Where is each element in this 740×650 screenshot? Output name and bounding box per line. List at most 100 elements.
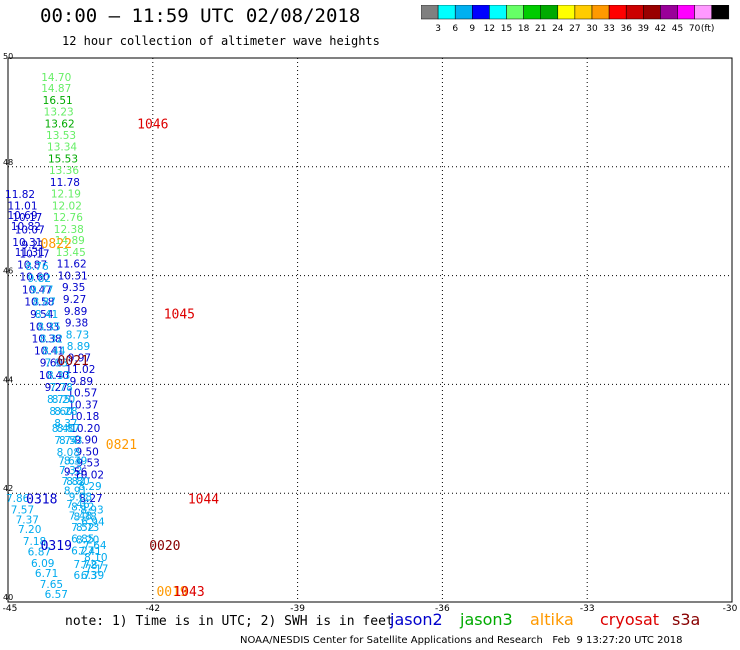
swh-value-label: 10.17: [20, 248, 50, 260]
swh-value-label: 10.20: [70, 423, 100, 435]
swh-value-label: 8.75: [47, 394, 70, 406]
legend-swatch: [711, 5, 730, 20]
legend-label: 36: [620, 24, 632, 34]
swh-value-label: 8.20: [52, 394, 75, 406]
pass-time-label: 0020: [149, 539, 180, 554]
swh-value-label: 8.20: [76, 534, 99, 546]
swh-value-label: 6.85: [71, 533, 94, 545]
legend-swatch: [506, 5, 524, 20]
legend-label: 15: [501, 24, 512, 34]
pass-time-label: 1046: [137, 117, 168, 132]
swh-value-label: 7.52: [71, 522, 94, 534]
swh-value-label: 10.18: [69, 411, 99, 423]
legend-swatch: [540, 5, 559, 20]
swh-value-label: 9.89: [70, 376, 93, 388]
x-tick-label: -36: [435, 604, 450, 614]
swh-value-label: 9.97: [68, 353, 91, 365]
chart-subtitle: 12 hour collection of altimeter wave hei…: [62, 34, 380, 48]
legend-label: 33: [603, 24, 614, 34]
plot-frame: [7, 57, 733, 603]
swh-value-label: 7.78: [49, 382, 72, 394]
satellite-jason3: jason3: [460, 610, 513, 629]
legend-label: 12: [484, 24, 495, 34]
swh-value-label: 8.27: [79, 493, 102, 505]
swh-value-label: 13.45: [56, 247, 86, 259]
legend-swatch: [472, 5, 490, 20]
legend-label: 21: [535, 24, 546, 34]
swh-value-label: 10.60: [20, 272, 50, 284]
satellite-jason2: jason2: [390, 610, 443, 629]
swh-value-label: 8.41: [35, 309, 58, 321]
swh-value-label: 7.18: [23, 536, 46, 548]
satellite-s3a: s3a: [672, 610, 701, 629]
swh-value-label: 9.53: [76, 458, 99, 470]
y-tick-label: 44: [3, 375, 13, 384]
swh-value-label: 14.89: [55, 235, 85, 247]
swh-value-label: 6.57: [45, 589, 68, 601]
legend-swatch: [625, 5, 644, 20]
swh-value-label: 10.93: [29, 322, 59, 334]
legend-swatch: [608, 5, 627, 20]
swh-value-label: 7.20: [18, 524, 41, 536]
swh-value-label: 10.31: [12, 237, 42, 249]
y-tick-label: 50: [3, 52, 13, 61]
x-tick-label: -39: [290, 604, 305, 614]
legend-swatch: [677, 5, 695, 20]
legend-swatch: [574, 5, 593, 20]
swh-value-label: 11.31: [15, 247, 45, 259]
x-tick-label: -45: [3, 604, 18, 614]
swh-value-label: 6.39: [81, 570, 104, 582]
swh-value-label: 9.21: [21, 240, 44, 252]
swh-value-label: 8.93: [80, 505, 103, 517]
axis-ticks: -45 -42 -39 -36 -33 -30 50 48 46 44 42 40: [3, 52, 738, 614]
y-tick-label: 46: [3, 267, 13, 276]
swh-value-label: 9.27: [45, 382, 68, 394]
swh-value-label: 13.53: [46, 130, 76, 142]
swh-value-label: 10.31: [58, 271, 88, 283]
satellite-altika: altika: [530, 610, 574, 629]
swh-value-label: 13.36: [49, 165, 79, 177]
legend-label: 42: [655, 24, 666, 34]
swh-value-label: 7.17: [85, 563, 108, 575]
swh-value-label: 8.87: [57, 423, 80, 435]
swh-value-label: 9.54: [30, 309, 54, 321]
pass-time-label: 1045: [164, 308, 195, 323]
swh-value-label: 6.71: [35, 568, 58, 580]
swh-value-label: 6.94: [81, 516, 105, 528]
satellite-cryosat: cryosat: [600, 610, 660, 629]
swh-value-label: 10.57: [67, 388, 97, 400]
swh-value-label: 8.73: [76, 522, 99, 534]
swh-value-label: 7.32: [59, 465, 82, 477]
swh-value-label: 8.89: [67, 341, 90, 353]
swh-value-label: 9.27: [63, 294, 86, 306]
pass-time-label: 0021: [58, 354, 89, 369]
swh-value-label: 7.41: [78, 546, 101, 558]
swh-value-label: 7.86: [6, 493, 30, 505]
pass-time-label: 0019: [156, 585, 187, 600]
legend-unit: (ft): [701, 24, 715, 34]
legend-label: 3: [435, 24, 441, 34]
swh-value-label: 8.29: [78, 481, 101, 493]
legend-swatch: [591, 5, 610, 20]
swh-value-label: 8.80: [66, 476, 89, 488]
footer-note: note: 1) Time is in UTC; 2) SWH is in fe…: [65, 614, 394, 629]
legend-swatch: [694, 5, 712, 20]
swh-value-label: 9.60: [40, 358, 63, 370]
swh-value-label: 7.64: [83, 540, 107, 552]
swh-value-label: 10.58: [24, 297, 54, 309]
swh-value-label: 13.62: [45, 118, 75, 130]
chart-title: 00:00 – 11:59 UTC 02/08/2018: [40, 5, 361, 27]
swh-value-label: 6.27: [71, 545, 94, 557]
swh-value-label: 7.57: [11, 505, 34, 517]
color-legend: 3 6 9 12 15 18 21 24 27 30 33 36 39 42 45 70 (ft): [421, 5, 730, 34]
swh-value-label: 12.19: [51, 188, 81, 200]
legend-label: 70: [689, 24, 701, 34]
swh-value-label: 7.82: [61, 476, 84, 488]
pass-time-label: 1044: [188, 493, 219, 508]
legend-label: 24: [552, 24, 564, 34]
footer-credit: NOAA/NESDIS Center for Satellite Applica…: [240, 635, 683, 646]
swh-value-label: 10.02: [74, 470, 104, 482]
swh-value-label: 9.90: [74, 434, 97, 446]
swh-value-label: 10.38: [32, 334, 62, 346]
